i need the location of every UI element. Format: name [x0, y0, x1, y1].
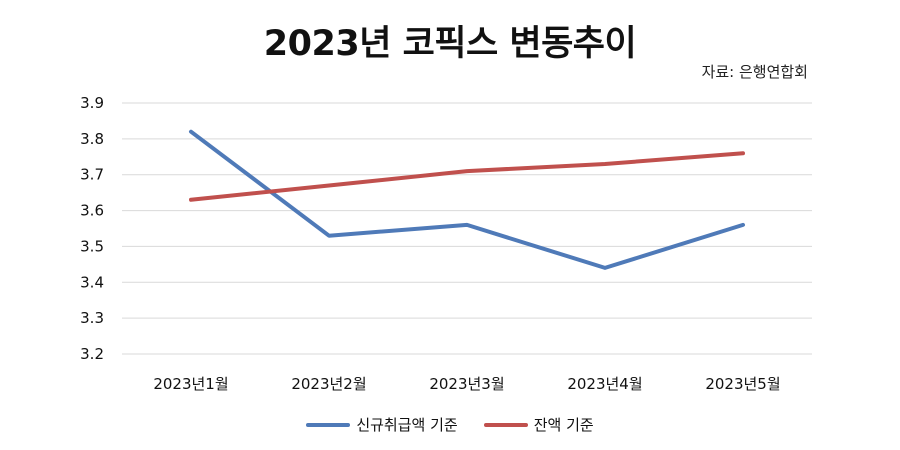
legend-swatch-balance — [483, 423, 528, 427]
y-tick-label: 3.6 — [80, 202, 104, 220]
y-tick-label: 3.5 — [80, 237, 104, 255]
series-line-new-loans — [189, 129, 745, 270]
legend-swatch-new-loans — [306, 423, 351, 427]
x-tick-label: 2023년3월 — [429, 375, 504, 393]
legend-item-new-loans: 신규취급액 기준 — [306, 414, 458, 436]
y-tick-label: 3.2 — [80, 345, 104, 363]
legend-label-balance: 잔액 기준 — [533, 416, 594, 434]
legend-item-balance: 잔액 기준 — [483, 414, 594, 436]
x-tick-label: 2023년2월 — [291, 375, 366, 393]
x-tick-label: 2023년5월 — [705, 375, 780, 393]
x-tick-label: 2023년4월 — [567, 375, 642, 393]
series-lines — [189, 129, 745, 270]
y-tick-label: 3.8 — [80, 130, 104, 148]
x-tick-label: 2023년1월 — [153, 375, 228, 393]
chart-title: 2023년 코픽스 변동추이 — [263, 24, 637, 64]
chart-source: 자료: 은행연합회 — [701, 63, 808, 81]
legend-label-new-loans: 신규취급액 기준 — [356, 416, 458, 434]
y-tick-label: 3.3 — [80, 309, 104, 327]
legend: 신규취급액 기준 잔액 기준 — [0, 414, 900, 436]
y-tick-label: 3.4 — [80, 273, 104, 291]
y-tick-label: 3.7 — [80, 166, 104, 184]
gridlines — [122, 102, 812, 355]
y-tick-label: 3.9 — [80, 94, 104, 112]
x-axis-ticks: 2023년1월 2023년2월 2023년3월 2023년4월 2023년5월 — [153, 375, 780, 393]
series-line-balance — [189, 151, 745, 202]
y-axis-ticks: 3.9 3.8 3.7 3.6 3.5 3.4 3.3 3.2 — [80, 94, 104, 363]
